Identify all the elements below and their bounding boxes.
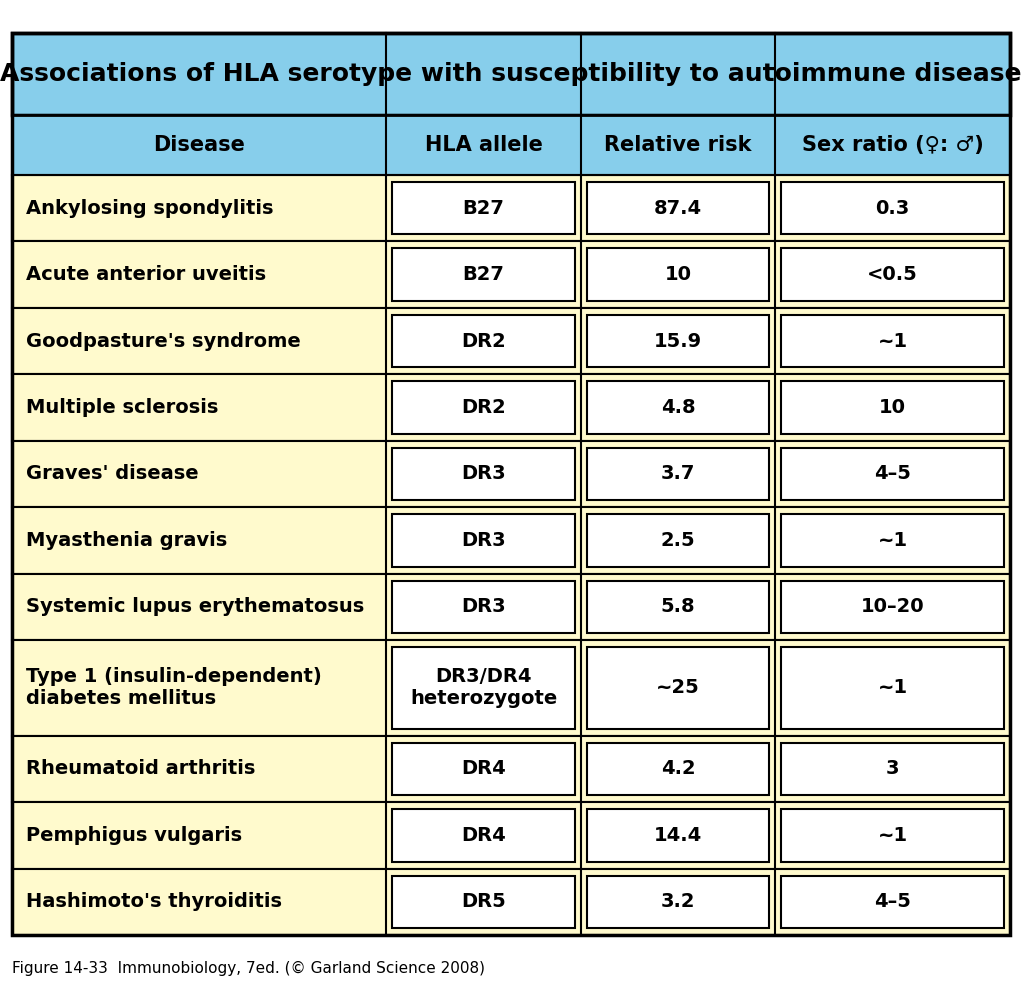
Text: 3.2: 3.2 xyxy=(660,893,695,912)
Bar xyxy=(12,115,1010,175)
Text: <0.5: <0.5 xyxy=(867,265,919,284)
Text: 87.4: 87.4 xyxy=(654,199,702,217)
Bar xyxy=(12,374,1010,441)
Bar xyxy=(587,315,769,367)
Text: Type 1 (insulin-dependent)
diabetes mellitus: Type 1 (insulin-dependent) diabetes mell… xyxy=(26,667,322,708)
Text: B27: B27 xyxy=(463,199,505,217)
Text: Pemphigus vulgaris: Pemphigus vulgaris xyxy=(26,826,242,845)
Bar xyxy=(781,581,1004,634)
Bar xyxy=(12,241,1010,308)
Text: Sex ratio (♀: ♂): Sex ratio (♀: ♂) xyxy=(802,135,984,155)
Text: 10–20: 10–20 xyxy=(861,598,925,617)
Text: DR3: DR3 xyxy=(461,465,506,484)
Text: Graves' disease: Graves' disease xyxy=(26,465,199,484)
Text: ~1: ~1 xyxy=(878,332,908,351)
Text: 15.9: 15.9 xyxy=(654,332,702,351)
Text: 4.2: 4.2 xyxy=(660,760,695,779)
Bar xyxy=(392,876,574,928)
Text: 3: 3 xyxy=(886,760,899,779)
Text: B27: B27 xyxy=(463,265,505,284)
Bar xyxy=(392,315,574,367)
Text: ~1: ~1 xyxy=(878,678,908,697)
Bar xyxy=(781,809,1004,862)
Text: Systemic lupus erythematosus: Systemic lupus erythematosus xyxy=(26,598,365,617)
Text: Figure 14-33  Immunobiology, 7ed. (© Garland Science 2008): Figure 14-33 Immunobiology, 7ed. (© Garl… xyxy=(12,960,485,975)
Text: 2.5: 2.5 xyxy=(660,531,695,550)
Bar xyxy=(587,182,769,234)
Text: 4–5: 4–5 xyxy=(874,465,911,484)
Bar xyxy=(781,248,1004,301)
Bar xyxy=(392,581,574,634)
Text: Associations of HLA serotype with susceptibility to autoimmune disease: Associations of HLA serotype with suscep… xyxy=(0,62,1022,86)
Bar xyxy=(587,514,769,567)
Bar xyxy=(587,248,769,301)
Text: DR3: DR3 xyxy=(461,531,506,550)
Bar xyxy=(12,802,1010,869)
Text: ~1: ~1 xyxy=(878,826,908,845)
Text: Rheumatoid arthritis: Rheumatoid arthritis xyxy=(26,760,255,779)
Bar xyxy=(12,33,1010,115)
Bar xyxy=(392,182,574,234)
Text: Acute anterior uveitis: Acute anterior uveitis xyxy=(26,265,266,284)
Text: 5.8: 5.8 xyxy=(660,598,695,617)
Bar xyxy=(781,514,1004,567)
Bar xyxy=(781,315,1004,367)
Text: 14.4: 14.4 xyxy=(654,826,702,845)
Bar xyxy=(12,869,1010,935)
Text: Ankylosing spondylitis: Ankylosing spondylitis xyxy=(26,199,273,217)
Text: ~1: ~1 xyxy=(878,531,908,550)
Bar xyxy=(587,381,769,434)
Bar xyxy=(587,809,769,862)
Text: DR3: DR3 xyxy=(461,598,506,617)
Text: Myasthenia gravis: Myasthenia gravis xyxy=(26,531,227,550)
Bar xyxy=(12,736,1010,802)
Text: HLA allele: HLA allele xyxy=(425,135,543,155)
Bar xyxy=(587,448,769,500)
Text: DR4: DR4 xyxy=(461,760,506,779)
Bar xyxy=(392,743,574,795)
Bar xyxy=(392,381,574,434)
Bar xyxy=(781,876,1004,928)
Text: Relative risk: Relative risk xyxy=(604,135,752,155)
Bar xyxy=(587,647,769,729)
Bar xyxy=(12,441,1010,507)
Bar xyxy=(392,448,574,500)
Text: 10: 10 xyxy=(880,398,906,417)
Bar xyxy=(781,182,1004,234)
Text: Hashimoto's thyroiditis: Hashimoto's thyroiditis xyxy=(26,893,282,912)
Bar xyxy=(587,876,769,928)
Bar xyxy=(587,743,769,795)
Bar xyxy=(781,381,1004,434)
Text: ~25: ~25 xyxy=(656,678,700,697)
Bar xyxy=(392,809,574,862)
Text: DR2: DR2 xyxy=(461,398,506,417)
Text: DR2: DR2 xyxy=(461,332,506,351)
Text: 3.7: 3.7 xyxy=(660,465,695,484)
Bar xyxy=(781,743,1004,795)
Bar xyxy=(781,647,1004,729)
Text: DR4: DR4 xyxy=(461,826,506,845)
Text: 4.8: 4.8 xyxy=(660,398,695,417)
Text: 10: 10 xyxy=(665,265,691,284)
Text: Disease: Disease xyxy=(154,135,245,155)
Bar xyxy=(392,248,574,301)
Text: DR3/DR4
heterozygote: DR3/DR4 heterozygote xyxy=(410,667,557,708)
Bar xyxy=(12,175,1010,241)
Text: 0.3: 0.3 xyxy=(876,199,910,217)
Bar xyxy=(392,514,574,567)
Text: Multiple sclerosis: Multiple sclerosis xyxy=(26,398,218,417)
Text: 4–5: 4–5 xyxy=(874,893,911,912)
Text: DR5: DR5 xyxy=(461,893,506,912)
Bar xyxy=(12,574,1010,640)
Bar xyxy=(12,640,1010,736)
Bar xyxy=(587,581,769,634)
Bar xyxy=(781,448,1004,500)
Bar xyxy=(392,647,574,729)
Bar xyxy=(12,308,1010,374)
Text: Goodpasture's syndrome: Goodpasture's syndrome xyxy=(26,332,301,351)
Bar xyxy=(12,507,1010,574)
